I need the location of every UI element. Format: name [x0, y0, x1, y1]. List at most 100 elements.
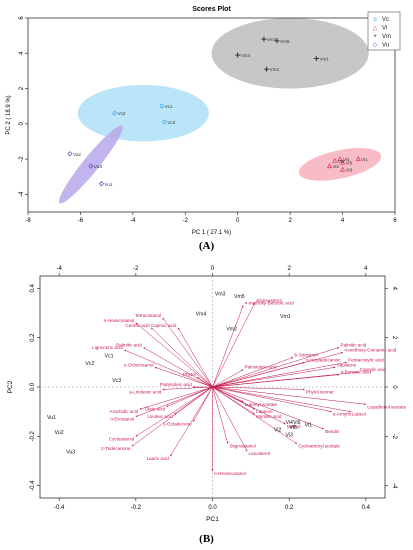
point-label-vm5: Vm5	[280, 39, 290, 44]
y-tick-label: 0	[19, 121, 25, 125]
sample-vi6: Vi6	[293, 420, 301, 426]
sample-vm5: Vm5	[234, 294, 245, 300]
loading-cerotic-acid-label: Cerotic acid	[125, 323, 150, 328]
point-vi4	[337, 156, 343, 162]
point-label-vi2: Vi2	[332, 164, 339, 169]
right-y-tick-label: -2	[391, 434, 397, 440]
point-vu1	[98, 181, 104, 187]
loading-palmitoleic-acid-label: Palmitoleic acid	[160, 382, 192, 387]
plot-frame	[27, 17, 396, 213]
caption-a: (A)	[198, 240, 215, 252]
loading-oleic-acid-arrow	[166, 386, 213, 407]
loading-squalene-arrow	[212, 366, 336, 388]
loading-b-sitosterol-arrow	[212, 357, 294, 388]
loading-cycloartenyl-acetate-label: Cycloartenyl acetate	[298, 444, 340, 449]
x-tick-label: 0.4	[362, 505, 371, 511]
loading-4-benzoic-acid-label: 4-Benzoic acid	[341, 370, 372, 375]
point-vc1	[159, 104, 164, 109]
loading-betulin-arrow	[212, 386, 324, 430]
y-tick-label: -2	[19, 156, 25, 162]
loading-linoleic-acid-label: Linoleic acid	[147, 414, 173, 419]
sample-vc2: Vc2	[85, 361, 94, 367]
point-label-vm3: Vm3	[267, 37, 277, 42]
x-tick-label: -0.2	[131, 505, 142, 511]
biplot: -0.4 -0.2 0.0 0.2 0.4 -0.4 -0.2 0.0 0.2 0.4 -4 -2 0 2…	[7, 266, 407, 523]
point-vm5	[274, 38, 280, 44]
loading-2-tridecanone-label: 2-Tridecanone	[101, 446, 131, 451]
loading-stigmastanol-arrow	[212, 386, 229, 445]
sample-vm2: Vm2	[226, 326, 237, 332]
point-label-vm1: Vm1	[319, 57, 329, 62]
loading-4-benzoic-acid-arrow	[212, 373, 340, 388]
loading-palmitoleic-acid-arrow	[212, 369, 244, 388]
loading-2-tridecanone-arrow	[131, 386, 213, 447]
sample-vi3: Vi3	[285, 432, 293, 438]
x-tick-label: 6	[393, 218, 397, 224]
confidence-ellipse-vm	[211, 18, 369, 89]
loading-b-sitosterol-label: b-Sitosterol	[295, 352, 318, 357]
loading-lanosterol-label: Lanosterol	[249, 451, 270, 456]
y-tick-label: -0.4	[30, 480, 36, 491]
legend-marker-vi: △	[373, 26, 378, 32]
loading-lauric-acid-label: Lauric acid	[147, 456, 170, 461]
scores-plot: Scores PlotVc1Vc2Vc3Vi1Vi2Vi3Vi4Vi5Vi6Vm…	[6, 6, 401, 236]
x-tick-label: -4	[130, 218, 136, 224]
x-axis-label: PC1	[206, 516, 219, 523]
loading-phytol-arrow	[196, 376, 213, 388]
loading-methyl-label: Methyl	[287, 424, 301, 429]
loading-arachidic-acid-label: Arachidic acid	[110, 409, 139, 414]
x-tick-label: 2	[288, 218, 292, 224]
point-label-vu1: Vu1	[104, 182, 112, 187]
point-vi1	[355, 156, 361, 162]
top-x-tick-label: -2	[133, 266, 139, 272]
y-tick-label: -0.2	[30, 431, 36, 442]
loading-lupenyl-acetate-label: Lupenyl acetate	[245, 402, 278, 407]
legend-marker-vu: ◇	[373, 43, 378, 49]
loading-4-methoxy-cinnamic-acid-label: 4-methoxy-Cinnamic acid	[344, 347, 396, 352]
top-x-tick-label: 4	[364, 266, 368, 272]
loading-lupeol-arrow	[212, 386, 351, 413]
loading-palmitic-acid-label: Palmitic acid	[116, 343, 142, 348]
sample-vi4: Vi4	[285, 420, 293, 426]
y-tick-label: 4	[19, 51, 25, 55]
top-x-tick-label: 2	[287, 266, 291, 272]
top-x-tick-label: 0	[211, 266, 215, 272]
point-vu2	[67, 151, 73, 157]
loading-oleic-acid-label: Oleic acid	[145, 407, 166, 412]
loading-n-heneicosanol-label: n-Heneicosanol	[214, 471, 246, 476]
x-tick-label: -6	[78, 218, 84, 224]
point-label-vu2: Vu2	[73, 152, 81, 157]
loading-pentacosylic-acid-arrow	[212, 361, 347, 388]
point-label-vi4: Vi4	[343, 157, 350, 162]
loading-betulin-label: Betulin	[325, 429, 339, 434]
point-vi6	[332, 157, 338, 163]
y-tick-label: 0.4	[30, 284, 36, 293]
loading-caproic-acid-label: Caproic acid	[151, 323, 177, 328]
loading-pentacosylic-acid-label: Pentacosylic acid	[348, 357, 384, 362]
loading-4-methoxy-benzoic-acid-arrow	[212, 305, 244, 388]
point-vi5	[339, 159, 346, 165]
loading-phytol-isomer-label: Phytol isomer	[306, 389, 334, 394]
loading-lupadienol-acetate-label: Lupadienol acetate	[367, 404, 406, 409]
point-label-vi6: Vi6	[338, 159, 345, 164]
point-label-vu3: Vu3	[94, 164, 102, 169]
confidence-ellipse-vi	[298, 148, 382, 181]
loading-n-octacosanol-arrow	[154, 366, 213, 388]
loading-1-octadecene-label: 1-Octadecene	[163, 422, 192, 427]
loading-squalene-label: Squalene	[337, 362, 357, 367]
loading-palmitic-acid-label: Palmitic acid	[341, 343, 367, 348]
sample-vm3: Vm3	[215, 292, 226, 298]
loading-tetracosanol-label: Tetracosanol	[135, 313, 161, 318]
legend-marker-vc: o	[373, 17, 377, 23]
point-label-vc2: Vc2	[118, 111, 126, 116]
sample-vc3: Vc3	[112, 378, 121, 384]
x-tick-label: 4	[341, 218, 345, 224]
loading-a-amyrin-arrow	[212, 386, 332, 413]
loading-lupenol-label: Lupenol	[256, 409, 272, 414]
x-axis-label: PC 1 ( 27.1 %)	[192, 230, 231, 236]
loading-tetracosanol-arrow	[162, 317, 213, 388]
confidence-ellipse-vc	[77, 85, 209, 142]
loading-lupeol-label: Lupeol	[352, 412, 366, 417]
top-x-tick-label: -4	[56, 266, 62, 272]
